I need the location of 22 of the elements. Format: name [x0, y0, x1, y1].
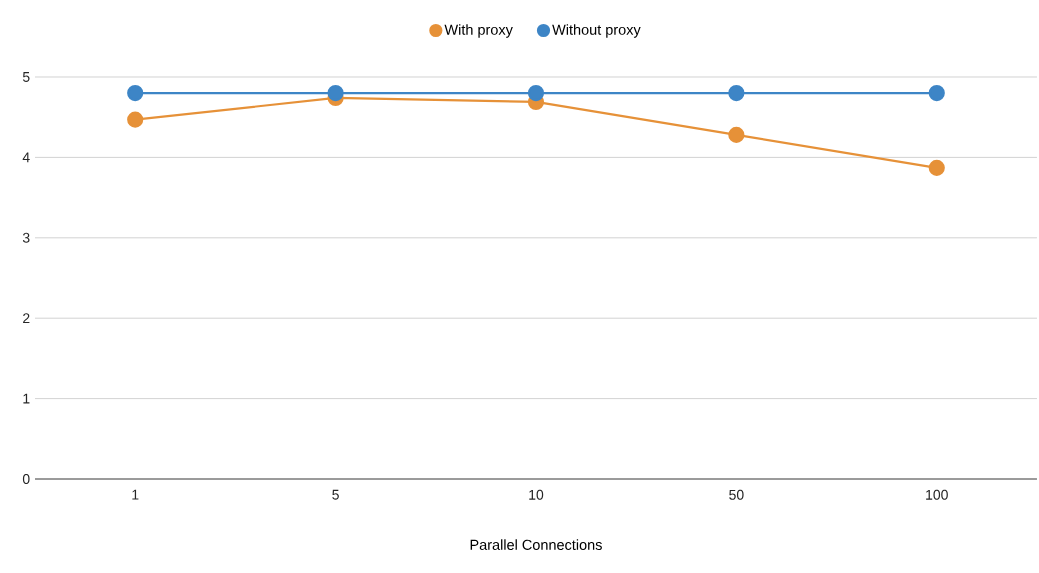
point [127, 111, 144, 128]
x-tick-label: 1 [132, 489, 139, 500]
x-tick-label: 5 [332, 489, 339, 500]
x-tick-label: 10 [529, 489, 544, 500]
y-tick-label: 5 [22, 72, 30, 82]
point [728, 126, 745, 143]
point [327, 84, 344, 102]
point [527, 84, 545, 102]
y-tick-label: 1 [23, 393, 30, 404]
legend-label: Without proxy [552, 24, 641, 38]
y-tick-label: 2 [23, 313, 30, 324]
x-tick-label: 100 [926, 489, 948, 500]
point [728, 84, 745, 102]
point [928, 84, 945, 102]
x-axis-title: Parallel Connections [470, 539, 602, 550]
point [928, 159, 945, 176]
point [127, 84, 144, 102]
x-tick-label: 50 [729, 489, 744, 500]
legend-label: With proxy [444, 24, 513, 38]
y-tick-label: 0 [22, 474, 30, 484]
y-tick-label: 4 [22, 152, 30, 163]
y-tick-label: 3 [22, 232, 30, 243]
